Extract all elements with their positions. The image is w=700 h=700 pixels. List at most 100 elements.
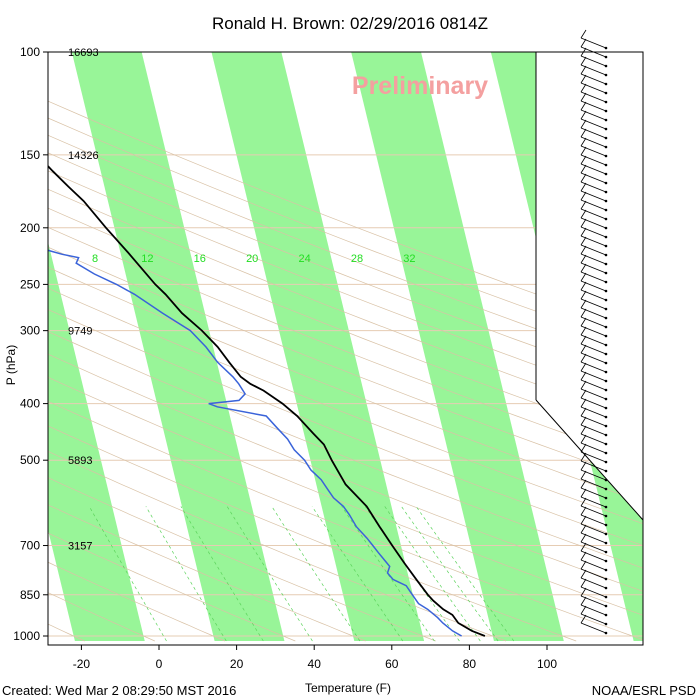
x-tick-label: 0	[156, 657, 163, 671]
wind-barb	[580, 586, 607, 598]
wind-barb-station	[604, 469, 608, 473]
dry-adiabat	[48, 450, 507, 642]
wind-barb-station	[604, 532, 608, 536]
wind-barb-station	[604, 595, 608, 599]
x-tick-label: 20	[230, 657, 244, 671]
wind-barb-flag	[580, 362, 587, 372]
dry-adiabat	[48, 227, 643, 462]
wind-barb-flag	[580, 605, 587, 615]
wind-barb-flag	[580, 470, 587, 480]
y-tick-label: 150	[20, 148, 40, 162]
y-tick-label: 250	[20, 277, 40, 291]
wind-barb-station	[604, 361, 608, 365]
wind-barb-flag	[580, 533, 587, 543]
wind-barb-flag	[580, 479, 587, 489]
wind-barb-station	[604, 379, 608, 383]
wind-barb-flag	[580, 488, 587, 498]
wind-panel	[535, 52, 644, 521]
wind-barb-flag	[580, 227, 587, 237]
wind-barb-station	[604, 91, 608, 95]
wind-barb-station	[604, 82, 608, 86]
wind-barb-station	[604, 568, 608, 572]
axes: -20 0 20 40 60 80 100 100 150 200 250 300 400 500 700 8…	[13, 45, 557, 671]
wind-barb-flag	[580, 74, 587, 84]
wind-barb	[580, 577, 607, 589]
mixing-ratio-line	[384, 506, 481, 642]
sounding-lines	[48, 164, 486, 637]
wind-barb	[580, 622, 607, 634]
wind-barb-station	[604, 235, 608, 239]
dry-adiabat	[48, 246, 643, 482]
wind-barb-flag	[580, 119, 587, 129]
mixing-ratio-label: 12	[141, 253, 153, 265]
mixing-ratio-line	[226, 506, 313, 642]
wind-barb-flag	[580, 344, 587, 354]
wind-panel-edge	[535, 399, 644, 521]
wind-barb-flag	[580, 425, 587, 435]
wind-panel-mask	[536, 52, 643, 520]
wind-barb-station	[604, 442, 608, 446]
wind-barb-flag	[580, 317, 587, 327]
wind-barb-station	[604, 397, 608, 401]
wind-barb-flag	[580, 506, 587, 516]
wind-barb-station	[604, 118, 608, 122]
height-label: 14326	[68, 150, 99, 162]
wind-barb-station	[604, 280, 608, 284]
dry-adiabat	[48, 504, 366, 642]
wind-barb-station	[604, 154, 608, 158]
x-tick-label: 60	[385, 657, 399, 671]
wind-barb-station	[604, 622, 608, 626]
wind-barb-station	[604, 613, 608, 617]
wind-barb-station	[604, 190, 608, 194]
wind-barb-flag	[580, 209, 587, 219]
wind-barb-flag	[580, 182, 587, 192]
dry-adiabat	[48, 207, 643, 442]
dry-adiabat	[48, 425, 577, 642]
wind-barb-flag	[580, 461, 587, 471]
wind-barb-station	[604, 370, 608, 374]
wind-barb-station	[604, 343, 608, 347]
wind-barb-flag	[580, 155, 587, 165]
dry-adiabat	[48, 400, 643, 641]
dry-adiabat	[48, 188, 643, 423]
wind-barb-station	[604, 217, 608, 221]
wind-barb-station	[604, 64, 608, 68]
wind-barb-flag	[580, 137, 587, 147]
wind-barb-flag	[580, 128, 587, 138]
dry-adiabat	[48, 100, 643, 333]
wind-barb-flag	[580, 272, 587, 282]
dry-adiabat	[48, 532, 296, 642]
dry-adiabat	[48, 134, 643, 367]
mixing-ratio-label: 24	[298, 253, 310, 265]
wind-barb-flag	[580, 434, 587, 444]
wind-barb-station	[604, 550, 608, 554]
wind-barb-station	[604, 523, 608, 527]
wind-barb-station	[604, 496, 608, 500]
mixing-ratio-line	[271, 506, 361, 642]
wind-barb-flag	[580, 254, 587, 264]
height-label: 16693	[68, 47, 99, 59]
wind-barb-station	[604, 577, 608, 581]
dry-adiabat	[48, 309, 643, 546]
wind-barb-station	[604, 514, 608, 518]
wind-barb-flag	[580, 92, 587, 102]
wind-barb-flag	[580, 614, 587, 624]
wind-barb-flag	[580, 389, 587, 399]
wind-barb-flag	[580, 407, 587, 417]
wind-barb-station	[604, 181, 608, 185]
wind-barb-flag	[580, 56, 587, 66]
wind-barbs	[580, 29, 608, 635]
wind-barb	[580, 523, 607, 535]
wind-barb-flag	[580, 398, 587, 408]
chart-title: Ronald H. Brown: 02/29/2016 0814Z	[212, 14, 488, 33]
x-tick-label: 100	[537, 657, 557, 671]
mixing-ratio-lines: 8 12 16 20 24 28 32	[88, 253, 515, 642]
y-axis-label: P (hPa)	[4, 345, 18, 385]
dry-adiabat	[48, 376, 643, 616]
dry-adiabat	[48, 561, 226, 642]
wind-barb-flag	[580, 353, 587, 363]
wind-barb-station	[604, 388, 608, 392]
wind-barb-flag	[580, 443, 587, 453]
wind-barb-station	[604, 604, 608, 608]
wind-barb-station	[604, 253, 608, 257]
